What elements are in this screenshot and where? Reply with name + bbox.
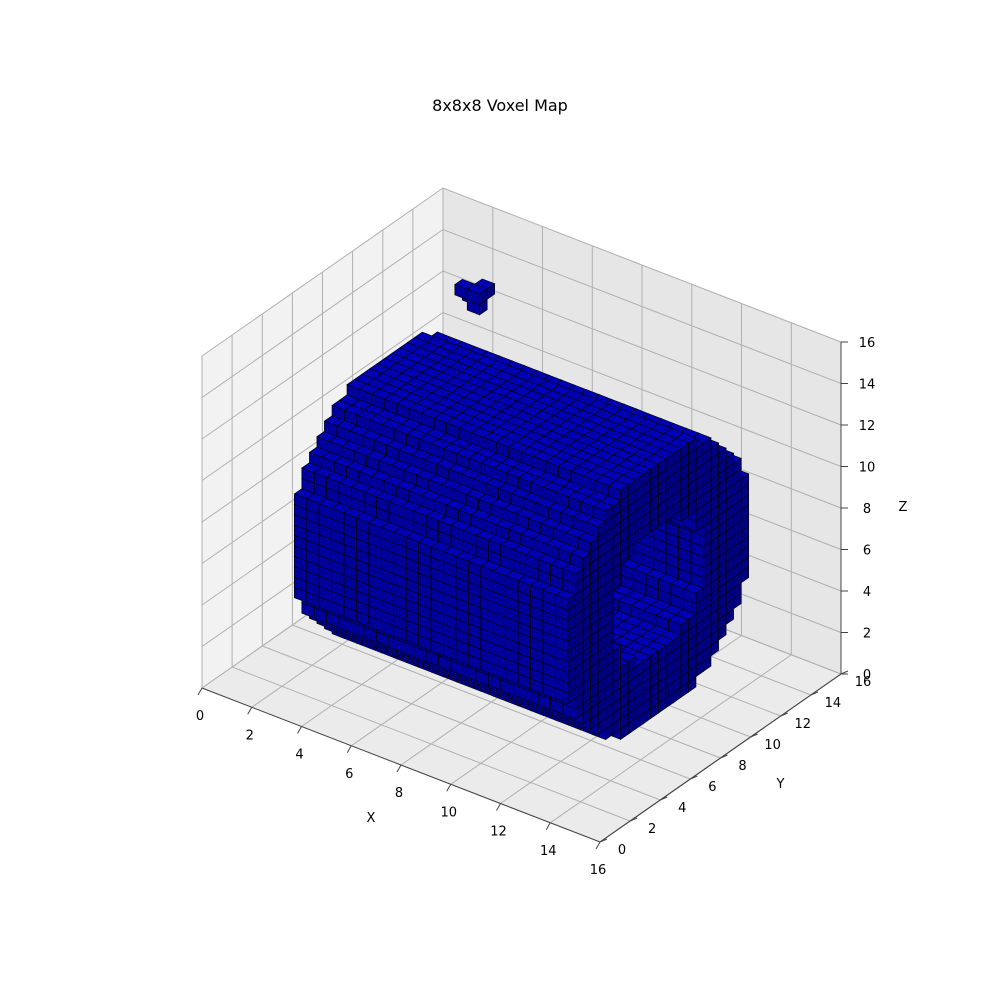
chart-title: 8x8x8 Voxel Map [0, 96, 1000, 115]
